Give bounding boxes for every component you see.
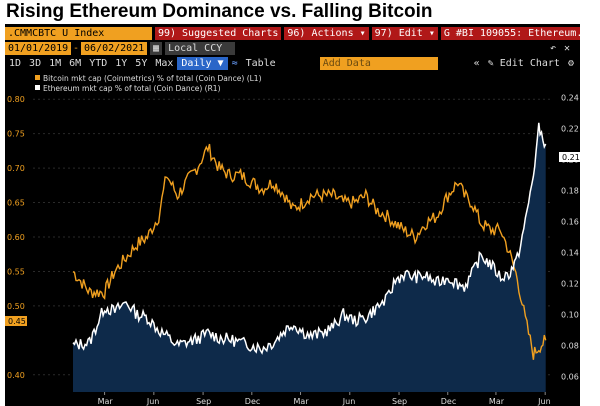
start-date-input[interactable]: 01/01/2019 (5, 41, 71, 55)
chart-id-button[interactable]: G #BI 109055: Ethereum... (440, 26, 580, 40)
edit-chart-button[interactable]: ✎ Edit Chart (487, 57, 560, 69)
frequency-select[interactable]: Daily ▼ (177, 56, 228, 70)
legend-bitcoin: Bitcoin mkt cap (Coinmetrics) % of total… (43, 74, 262, 83)
tab-6m[interactable]: 6M (69, 57, 82, 69)
toolbar-row-2: 01/01/2019 - 06/02/2021 ▦ Local CCY ↶ ✕ (5, 41, 580, 55)
right-tick-label: 0.24 (561, 94, 579, 103)
left-tick-label: 0.80 (7, 95, 25, 104)
right-last-value-label: 0.21 (562, 153, 580, 162)
line-chart-icon[interactable]: ≈ (231, 57, 238, 69)
ethereum-line (72, 122, 547, 355)
left-tick-label: 0.65 (7, 199, 25, 208)
tab-3d[interactable]: 3D (29, 57, 42, 69)
calendar-icon[interactable]: ▦ (150, 41, 163, 55)
page-title: Rising Ethereum Dominance vs. Falling Bi… (6, 1, 433, 22)
left-tick-label: 0.40 (7, 371, 25, 380)
left-axis-ticks: 0.80 0.75 0.70 0.65 0.60 0.55 0.50 0.40 (7, 95, 25, 380)
left-tick-label: 0.70 (7, 164, 25, 173)
close-icon[interactable]: ✕ (563, 42, 570, 54)
tab-5y[interactable]: 5Y (135, 57, 148, 69)
x-tick-label: Mar (98, 397, 114, 406)
ticker-field[interactable]: .CMMCBTC U Index (5, 26, 152, 40)
tab-1m[interactable]: 1M (49, 57, 62, 69)
x-tick-label: Sep (392, 397, 407, 406)
table-button[interactable]: Table (245, 57, 276, 69)
left-last-value-label: 0.45 (8, 317, 26, 326)
right-tick-label: 0.22 (561, 125, 579, 134)
toolbar-row-3: 1D 3D 1M 6M YTD 1Y 5Y Max Daily ▼ ≈ Tabl… (5, 56, 580, 70)
x-axis-ticks: Mar Jun Sep Dec Mar Jun Sep Dec Mar Jun (98, 392, 551, 406)
left-tick-label: 0.60 (7, 233, 25, 242)
bitcoin-line (72, 143, 547, 360)
edit-chart-label: Edit Chart (499, 57, 560, 69)
currency-select[interactable]: Local CCY (165, 41, 236, 55)
left-tick-label: 0.55 (7, 267, 25, 276)
toolbar-row-1: .CMMCBTC U Index 99) Suggested Charts 96… (5, 26, 580, 40)
x-tick-label: Sep (196, 397, 211, 406)
x-tick-label: Dec (245, 397, 260, 406)
right-tick-label: 0.14 (561, 249, 579, 258)
legend-ethereum: Ethereum mkt cap % of total (Coin Dance)… (43, 84, 221, 93)
left-tick-label: 0.50 (7, 302, 25, 311)
right-tick-label: 0.06 (561, 373, 579, 382)
legend-swatch-bitcoin (35, 75, 40, 80)
left-last-value: 0.45 (5, 316, 27, 326)
x-tick-label: Mar (294, 397, 310, 406)
tab-1d[interactable]: 1D (9, 57, 22, 69)
right-last-value: 0.21 (559, 152, 580, 162)
actions-button[interactable]: 96) Actions ▾ (284, 26, 369, 40)
right-tick-label: 0.16 (561, 218, 579, 227)
gear-icon[interactable]: ⚙ (567, 57, 574, 69)
legend: Bitcoin mkt cap (Coinmetrics) % of total… (35, 74, 262, 93)
date-separator: - (73, 42, 80, 54)
right-tick-label: 0.10 (561, 311, 579, 320)
x-tick-label: Jun (146, 397, 160, 406)
terminal-panel: .CMMCBTC U Index 99) Suggested Charts 96… (5, 24, 580, 406)
right-tick-label: 0.12 (561, 280, 579, 289)
right-axis-ticks: 0.240.220.200.180.160.140.120.100.080.06 (561, 94, 579, 382)
ethereum-area (73, 122, 546, 393)
end-date-input[interactable]: 06/02/2021 (81, 41, 148, 55)
suggested-charts-button[interactable]: 99) Suggested Charts (154, 26, 282, 40)
right-tick-label: 0.08 (561, 342, 579, 351)
tab-1y[interactable]: 1Y (115, 57, 128, 69)
tab-ytd[interactable]: YTD (89, 57, 108, 69)
x-tick-label: Jun (537, 397, 551, 406)
left-tick-label: 0.75 (7, 130, 25, 139)
add-data-input[interactable]: Add Data (319, 56, 438, 70)
x-tick-label: Dec (441, 397, 456, 406)
tab-max[interactable]: Max (155, 57, 174, 69)
edit-button[interactable]: 97) Edit ▾ (371, 26, 438, 40)
collapse-icon[interactable]: « (473, 57, 480, 69)
chart-area: 0.80 0.75 0.70 0.65 0.60 0.55 0.50 0.40 0.24 0.2… (5, 74, 580, 406)
x-tick-label: Jun (342, 397, 356, 406)
undo-icon[interactable]: ↶ (549, 42, 556, 54)
x-tick-label: Mar (489, 397, 505, 406)
right-tick-label: 0.18 (561, 187, 579, 196)
legend-swatch-ethereum (35, 85, 40, 90)
